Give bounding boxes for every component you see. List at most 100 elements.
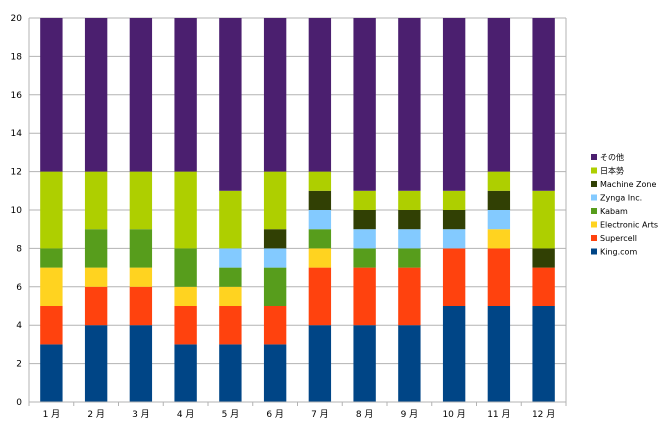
bar-segment-8-6 xyxy=(353,210,376,230)
bar-segment-1-7 xyxy=(40,171,63,249)
y-tick-label: 14 xyxy=(11,129,23,139)
bar-segment-7-3 xyxy=(308,248,332,268)
y-tick-label: 4 xyxy=(16,321,22,331)
bar-segment-4-4 xyxy=(174,248,197,287)
legend-swatch xyxy=(591,167,597,174)
legend-swatch xyxy=(591,248,597,255)
bar-segment-1-4 xyxy=(40,248,63,268)
x-tick-label: 3 月 xyxy=(132,409,150,420)
x-tick-label: 9 月 xyxy=(401,409,419,420)
legend-swatch xyxy=(591,194,597,201)
bar-segment-8-8 xyxy=(353,18,376,191)
bar-segment-5-1 xyxy=(219,344,242,402)
y-tick-label: 16 xyxy=(11,91,23,101)
bar-segment-11-3 xyxy=(487,229,511,249)
bar-segment-2-1 xyxy=(84,325,108,402)
x-tick-label: 4 月 xyxy=(177,409,195,420)
x-tick-label: 8 月 xyxy=(356,409,374,420)
axes: 0 2 4 6 8 10 12 14 16 18 20 1 月 2 月 3 月 4 月 5 月 6 月 7 月 8 … xyxy=(11,14,567,420)
x-tick-label: 5 月 xyxy=(222,409,240,420)
bar-segment-12-2 xyxy=(532,267,555,306)
bar-segment-5-7 xyxy=(219,190,242,249)
bar-segment-4-8 xyxy=(174,18,197,172)
bar-segment-5-3 xyxy=(219,286,242,306)
bar-segment-11-1 xyxy=(487,306,511,402)
y-tick-label: 20 xyxy=(11,14,23,24)
bar-segment-10-8 xyxy=(442,18,466,191)
legend-label: Supercell xyxy=(600,234,637,243)
bar-segment-9-4 xyxy=(398,248,421,268)
bar-segment-5-4 xyxy=(219,267,242,287)
bar-segment-3-7 xyxy=(129,171,153,230)
bar-segment-10-6 xyxy=(442,210,466,230)
y-tick-label: 2 xyxy=(16,360,22,370)
bar-segment-11-7 xyxy=(487,171,511,191)
y-tick-label: 10 xyxy=(11,206,23,216)
legend-label: Zynga Inc. xyxy=(600,194,642,203)
bar-segment-7-6 xyxy=(308,190,332,210)
y-tick-label: 8 xyxy=(16,244,22,254)
bar-segment-3-4 xyxy=(129,229,153,268)
bar-segment-10-1 xyxy=(442,306,466,402)
bar-segment-9-6 xyxy=(398,210,421,230)
bar-segment-9-1 xyxy=(398,325,421,402)
bar-segment-6-8 xyxy=(263,18,287,172)
bar-segment-8-4 xyxy=(353,248,376,268)
bar-segment-5-2 xyxy=(219,306,242,345)
legend-swatch xyxy=(591,154,597,160)
bar-segment-7-7 xyxy=(308,171,332,191)
legend-label: その他 xyxy=(600,152,624,162)
bar-segment-3-1 xyxy=(129,325,153,402)
x-tick-label: 7 月 xyxy=(311,409,329,420)
bar-segment-2-3 xyxy=(84,267,108,287)
x-tick-label: 11 月 xyxy=(487,409,510,420)
x-tick-label: 10 月 xyxy=(442,409,465,420)
bar-segment-2-4 xyxy=(84,229,108,268)
legend-swatch xyxy=(591,221,597,228)
bar-segment-4-2 xyxy=(174,306,197,345)
y-tick-label: 6 xyxy=(16,283,22,293)
bar-segment-8-1 xyxy=(353,325,376,402)
bar-segment-3-3 xyxy=(129,267,153,287)
legend-label: Electronic Arts xyxy=(600,221,658,230)
bar-segment-11-5 xyxy=(487,210,511,230)
x-tick-label: 6 月 xyxy=(266,409,284,420)
bar-segment-11-2 xyxy=(487,248,511,306)
legend-label: 日本勢 xyxy=(600,166,624,176)
y-tick-label: 18 xyxy=(11,52,23,62)
bar-segment-2-7 xyxy=(84,171,108,230)
legend-swatch xyxy=(591,181,597,187)
y-tick-label: 0 xyxy=(16,398,22,408)
x-tick-label: 12 月 xyxy=(532,409,555,420)
bar-segment-1-3 xyxy=(40,267,63,306)
legend-swatch xyxy=(591,235,597,241)
bar-segment-9-2 xyxy=(398,267,421,326)
bar-segment-11-6 xyxy=(487,190,511,210)
bar-segment-11-8 xyxy=(487,18,511,172)
bar-segment-12-1 xyxy=(532,306,555,402)
bar-segment-4-3 xyxy=(174,286,197,306)
bar-segment-12-8 xyxy=(532,18,555,191)
x-tick-label: 1 月 xyxy=(43,409,61,420)
y-tick-label: 12 xyxy=(11,168,22,178)
bar-segment-12-6 xyxy=(532,248,555,268)
bar-segment-12-7 xyxy=(532,190,555,249)
bar-segment-8-5 xyxy=(353,229,376,249)
bar-segment-10-7 xyxy=(442,190,466,210)
bar-segment-9-8 xyxy=(398,18,421,191)
bar-segment-8-7 xyxy=(353,190,376,210)
bar-segment-5-5 xyxy=(219,248,242,268)
bar-segment-7-1 xyxy=(308,325,332,402)
bar-segment-10-5 xyxy=(442,229,466,249)
bar-segment-6-1 xyxy=(263,344,287,402)
bar-segment-6-2 xyxy=(263,306,287,345)
grid-lines xyxy=(29,17,566,403)
bar-segment-7-8 xyxy=(308,18,332,172)
bar-segment-6-7 xyxy=(263,171,287,230)
bar-segment-6-5 xyxy=(263,248,287,268)
bar-segment-2-2 xyxy=(84,286,108,326)
bar-segment-5-8 xyxy=(219,18,242,191)
bars xyxy=(40,18,555,402)
